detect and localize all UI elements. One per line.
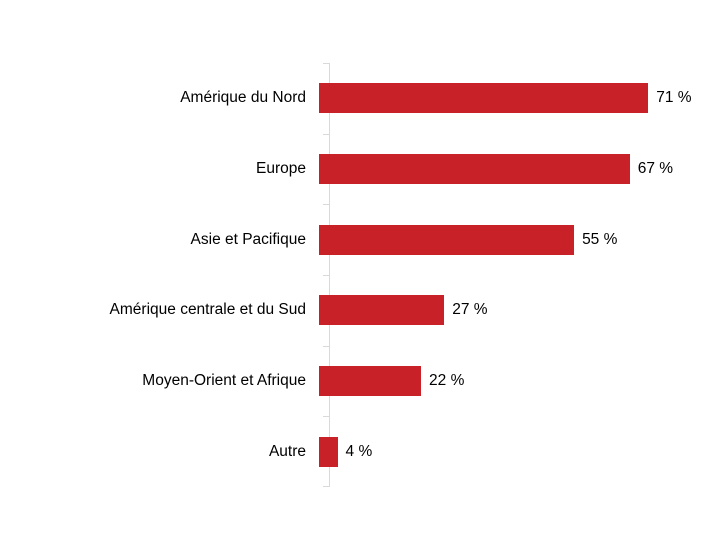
value-label: 22 % — [429, 372, 465, 390]
category-label: Asie et Pacifique — [190, 230, 306, 248]
category-label: Autre — [268, 442, 306, 460]
bar-area: 67 % — [318, 154, 720, 184]
chart-row: Asie et Pacifique 55 % — [0, 204, 720, 275]
bar-area: 4 % — [318, 436, 720, 467]
category-label: Moyen-Orient et Afrique — [142, 372, 306, 390]
bar — [319, 436, 338, 467]
chart-row: Europe 67 % — [0, 134, 720, 205]
value-label: 4 % — [345, 442, 373, 460]
axis-tick — [323, 346, 329, 347]
chart-rows: Amérique du Nord 71 % Europe 67 % Asie et Pa… — [0, 63, 720, 487]
category-axis-line — [329, 63, 330, 487]
axis-tick — [323, 204, 329, 205]
category-label: Amérique centrale et du Sud — [109, 301, 306, 319]
value-label: 67 % — [637, 160, 674, 177]
category-label: Europe — [256, 160, 306, 177]
chart-row: Autre 4 % — [0, 416, 720, 487]
value-label: 55 % — [582, 230, 618, 248]
bar — [319, 154, 630, 184]
bar — [319, 366, 422, 397]
value-label: 27 % — [452, 301, 488, 319]
value-label: 71 % — [656, 89, 692, 107]
bar-chart: Amérique du Nord 71 % Europe 67 % Asie et Pa… — [0, 63, 720, 487]
bar-area: 22 % — [318, 366, 720, 397]
bar — [319, 295, 445, 326]
chart-row: Amérique du Nord 71 % — [0, 63, 720, 134]
axis-tick — [323, 63, 329, 64]
bar-area: 71 % — [318, 83, 720, 114]
axis-tick — [323, 134, 329, 135]
axis-tick — [323, 486, 329, 487]
bar-area: 27 % — [318, 295, 720, 326]
chart-row: Amérique centrale et du Sud 27 % — [0, 275, 720, 346]
axis-tick — [323, 275, 329, 276]
category-label: Amérique du Nord — [180, 89, 306, 107]
chart-row: Moyen-Orient et Afrique 22 % — [0, 346, 720, 417]
bar — [319, 83, 649, 114]
bar-area: 55 % — [318, 224, 720, 255]
bar — [319, 224, 575, 255]
axis-tick — [323, 416, 329, 417]
